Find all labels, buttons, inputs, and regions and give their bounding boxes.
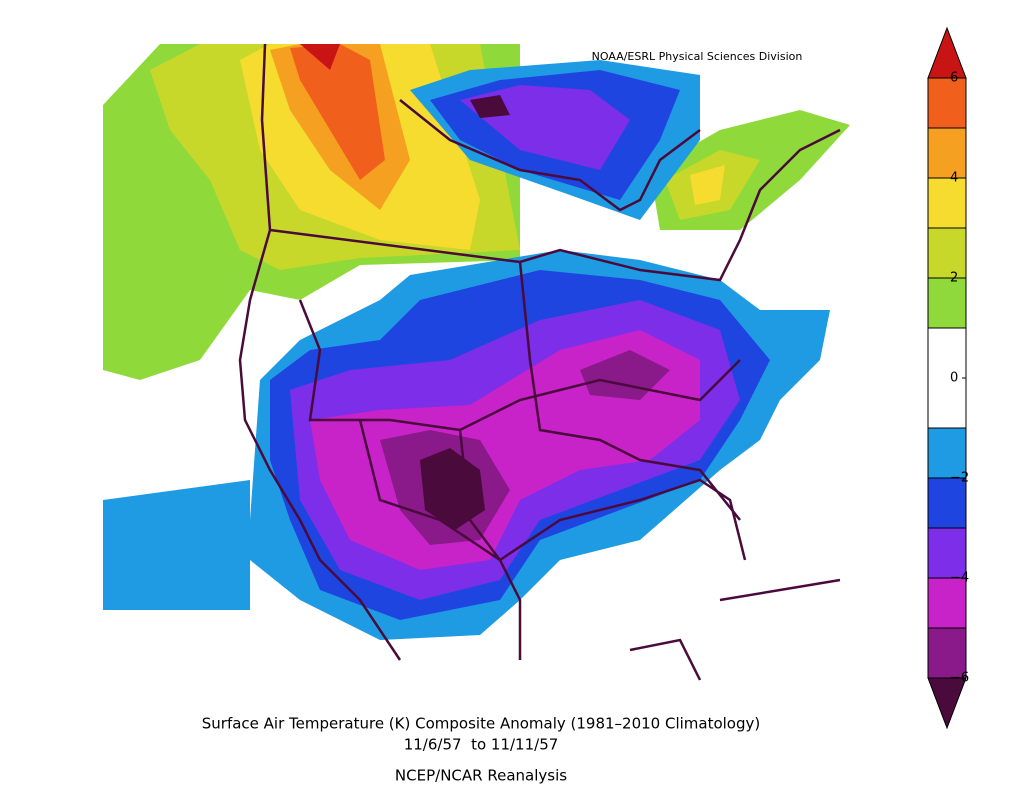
colorbar: −6 −4 −2 0 2 4 6 xyxy=(927,26,969,730)
colorbar-extension xyxy=(927,26,967,79)
colorbar-tick-label: 4 xyxy=(950,171,958,186)
colorbar-tick-label: 2 xyxy=(950,271,958,286)
map xyxy=(103,43,860,685)
warm-region xyxy=(290,44,385,180)
colorbar-band xyxy=(927,327,967,429)
colorbar-band xyxy=(927,577,967,629)
source: NCEP/NCAR Reanalysis xyxy=(395,767,567,785)
colorbar-band xyxy=(927,227,967,279)
colorbar-extension xyxy=(927,677,967,730)
warm-region xyxy=(300,44,340,70)
map-subtitle: 11/6/57 to 11/11/57 xyxy=(404,736,559,754)
colorbar-band xyxy=(927,277,967,329)
credit: NOAA/ESRL Physical Sciences Division xyxy=(592,50,803,63)
colorbar-band xyxy=(927,127,967,179)
map-title: Surface Air Temperature (K) Composite An… xyxy=(202,715,761,733)
colorbar-tick-label: −6 xyxy=(950,671,969,686)
colorbar-band xyxy=(927,477,967,529)
colorbar-tick-label: −4 xyxy=(950,571,969,586)
colorbar-band xyxy=(927,77,967,129)
colorbar-band xyxy=(927,427,967,479)
colorbar-band xyxy=(927,527,967,579)
colorbar-tick-label: −2 xyxy=(950,471,969,486)
colorbar-tick-label: 6 xyxy=(950,71,958,86)
warm-region xyxy=(690,165,725,205)
colorbar-band xyxy=(927,627,967,679)
colorbar-band xyxy=(927,177,967,229)
cold-region xyxy=(470,95,510,118)
coastline xyxy=(238,43,841,681)
colorbar-tick-label: 0 xyxy=(950,371,958,386)
